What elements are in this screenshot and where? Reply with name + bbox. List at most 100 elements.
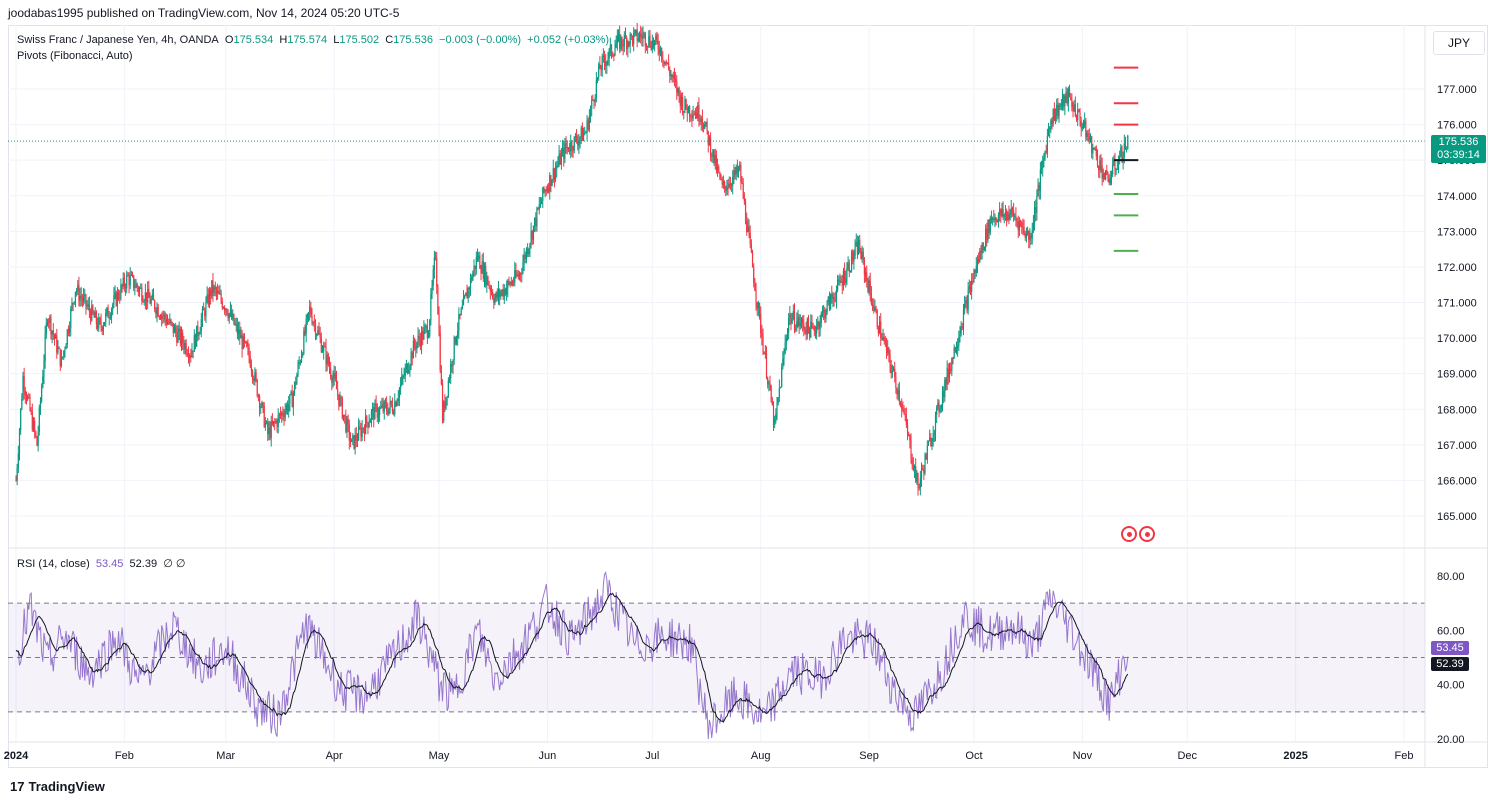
candle [168,318,170,326]
candle [210,287,212,305]
candle-body [503,289,505,297]
candle-body [1092,147,1094,154]
candle-body [898,389,900,401]
symbol-legend[interactable]: Swiss Franc / Japanese Yen, 4h, OANDA O1… [17,34,609,46]
candle-body [796,321,798,329]
candle-body [361,427,363,437]
candle [978,252,980,265]
candle-body [687,106,690,114]
candle [422,326,424,346]
candle [852,249,854,265]
candle-body [683,110,685,113]
candle-body [134,287,136,289]
candle [380,400,382,410]
candle-body [799,323,801,326]
rsi-legend[interactable]: RSI (14, close) 53.45 52.39 ∅ ∅ [17,557,185,570]
candle-body [750,243,752,252]
candle [894,361,896,383]
candle [719,171,721,181]
candle-body [546,188,549,192]
candle-body [847,262,849,269]
candle [341,396,343,420]
candle-body [593,99,595,102]
candle [1003,213,1005,224]
candle [640,25,642,44]
candle-body [563,147,565,159]
candle [793,303,796,334]
candle-body [208,290,211,305]
candle-body [607,58,609,62]
event-flag-icon[interactable] [1139,526,1155,542]
candle [661,47,663,63]
candle-body [510,281,512,285]
candle [713,149,715,166]
candle-body [557,163,559,167]
candle-body [443,401,445,421]
candle-body [841,281,843,286]
candle-body [349,440,352,442]
candle-body [1003,214,1005,217]
candle [457,322,459,346]
candle-body [1045,151,1047,153]
candle [670,70,672,81]
candle-body [367,422,369,427]
candle-body [652,40,655,46]
candle [1091,135,1093,159]
candle-body [66,329,68,345]
candle-body [820,313,822,323]
candle [880,312,882,346]
candle [520,272,522,282]
candle [337,380,339,401]
candle [15,475,17,482]
candle-body [682,96,684,113]
candle-body [839,279,841,283]
candle-body [302,353,304,356]
currency-button[interactable]: JPY [1433,31,1485,55]
candle-body [837,279,839,291]
candle [180,326,183,351]
candle-body [479,255,481,269]
candle [303,327,305,356]
candle-body [57,347,59,353]
candle [184,339,186,355]
candle [755,282,757,311]
candle-body [575,136,578,142]
candle [197,320,199,342]
candle [864,267,867,283]
candle [756,301,758,316]
candle [340,395,342,407]
candle [333,365,335,386]
candle [246,340,248,348]
candle [973,268,975,283]
candle [58,346,60,350]
tradingview-logo[interactable]: 17 TradingView [10,779,105,794]
candle [208,287,211,309]
publisher-header: joodabas1995 published on TradingView.co… [8,6,400,20]
candle [332,370,334,388]
candle [432,265,434,291]
candle-body [627,41,629,49]
candle [283,408,285,426]
candle [871,298,874,312]
candle-body [348,424,350,441]
event-flag-icon[interactable] [1121,526,1137,542]
candle-body [461,305,463,309]
candle-body [774,418,776,426]
candle [1086,130,1088,141]
candle-body [340,397,342,399]
candle-body [142,300,144,302]
event-markers[interactable] [1121,526,1155,542]
candle [922,464,924,471]
candle [898,381,900,406]
candle [27,394,29,402]
candle-body [141,287,143,301]
candle-body [465,292,467,296]
pivots-legend[interactable]: Pivots (Fibonacci, Auto) [17,50,133,62]
candle [28,392,30,399]
candle-body [375,403,377,406]
candle [539,196,542,209]
candle-body [445,397,447,409]
candle [446,395,448,406]
candle [823,304,825,321]
